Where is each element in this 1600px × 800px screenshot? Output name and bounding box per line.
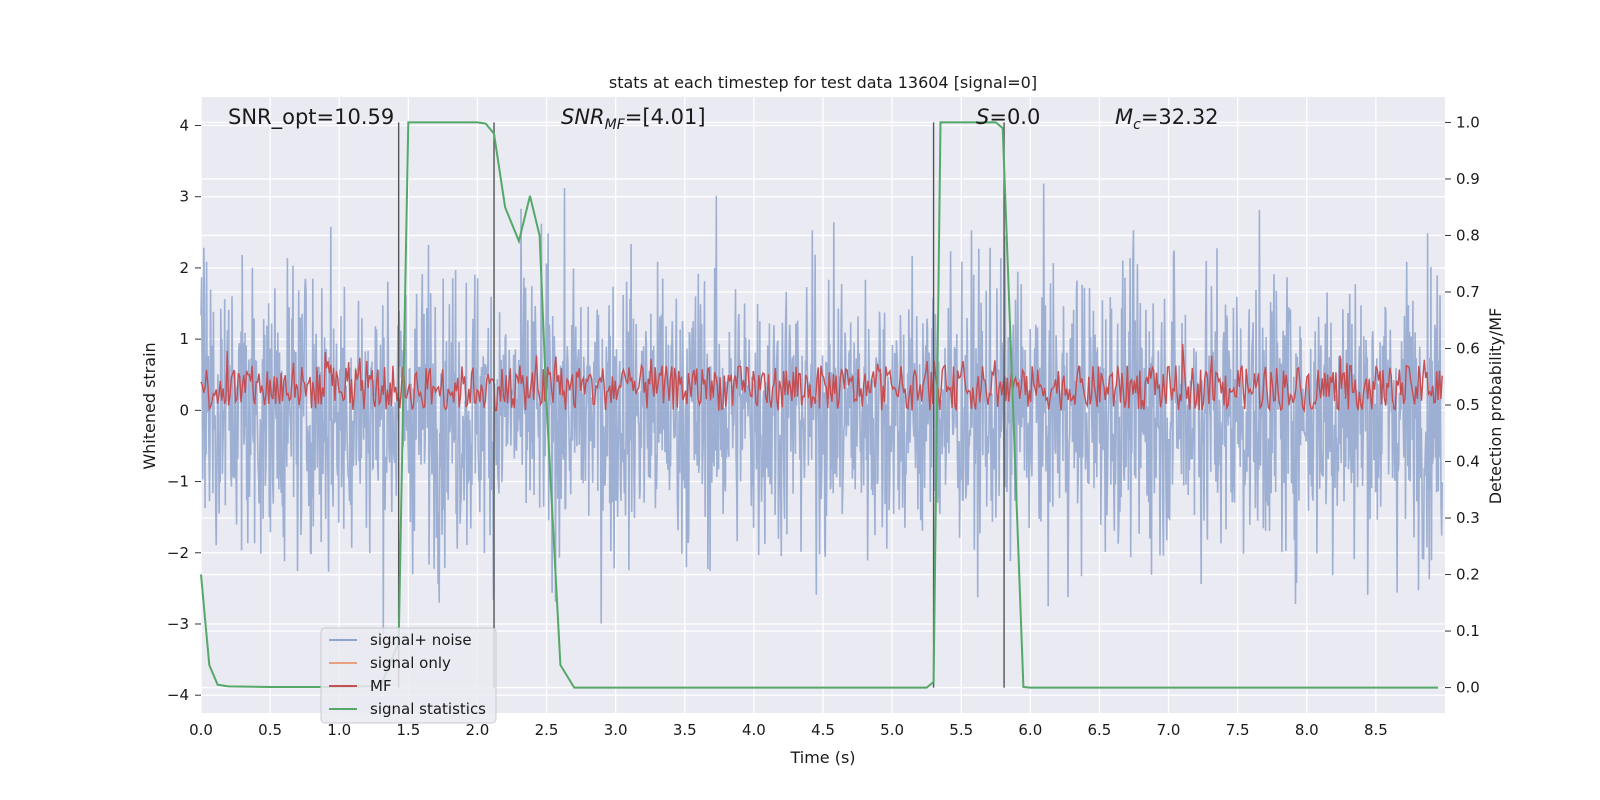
x-tick-label: 4.0 — [742, 721, 766, 739]
y2-tick-label: 0.3 — [1456, 509, 1480, 527]
annotation-mc: Mc=32.32 — [1115, 105, 1219, 133]
x-tick-label: 5.0 — [880, 721, 904, 739]
chart-title: stats at each timestep for test data 136… — [609, 73, 1037, 92]
y2-tick-label: 0.0 — [1456, 679, 1480, 697]
x-tick-label: 6.5 — [1088, 721, 1112, 739]
x-tick-label: 1.5 — [396, 721, 420, 739]
x-tick-label: 1.0 — [327, 721, 351, 739]
signal-noise-series — [200, 183, 1443, 634]
y-tick-label: −2 — [167, 544, 189, 562]
legend-label-mf: MF — [370, 677, 392, 695]
y-tick-label: 1 — [179, 330, 189, 348]
y2-tick-label: 0.7 — [1456, 283, 1480, 301]
x-tick-label: 3.5 — [673, 721, 697, 739]
y2-tick-label: 0.5 — [1456, 396, 1480, 414]
legend-label-noise: signal+ noise — [370, 631, 472, 649]
y2-tick-label: 0.1 — [1456, 622, 1480, 640]
x-tick-label: 8.5 — [1364, 721, 1388, 739]
y2-tick-label: 0.6 — [1456, 339, 1480, 357]
x-tick-label: 8.0 — [1295, 721, 1319, 739]
y-tick-label: 0 — [179, 401, 189, 419]
x-tick-label: 2.0 — [466, 721, 490, 739]
x-tick-label: 3.0 — [604, 721, 628, 739]
x-tick-label: 6.0 — [1018, 721, 1042, 739]
y2-axis-label: Detection probability/MF — [1486, 308, 1505, 505]
legend-box — [320, 627, 497, 724]
annotation-snr-opt: SNR_opt=10.59 — [228, 105, 394, 130]
y-tick-label: 2 — [179, 259, 189, 277]
y-tick-label: −4 — [167, 686, 189, 704]
x-tick-label: 0.5 — [258, 721, 282, 739]
y-tick-label: −3 — [167, 615, 189, 633]
y-tick-labels: 4 3 2 1 0 −1 −2 −3 −4 — [167, 116, 201, 704]
y2-tick-label: 0.9 — [1456, 170, 1480, 188]
y-axis-label: Whitened strain — [140, 342, 159, 469]
y-tick-label: 3 — [179, 188, 189, 206]
mf-line — [200, 343, 1443, 414]
legend-label-stat: signal statistics — [370, 700, 486, 718]
x-tick-label: 5.5 — [949, 721, 973, 739]
annotation-s: S=0.0 — [976, 105, 1040, 129]
x-axis-label: Time (s) — [789, 748, 855, 767]
legend-label-signal-only: signal only — [370, 654, 451, 672]
y2-tick-label: 1.0 — [1456, 113, 1480, 131]
x-tick-label: 7.0 — [1157, 721, 1181, 739]
y2-tick-label: 0.2 — [1456, 566, 1480, 584]
x-tick-label: 0.0 — [189, 721, 213, 739]
y-tick-label: 4 — [179, 116, 189, 134]
x-tick-label: 7.5 — [1226, 721, 1250, 739]
legend: signal+ noise signal only MF signal stat… — [320, 627, 497, 724]
signal-noise-line — [200, 183, 1443, 634]
vertical-markers — [397, 122, 1005, 688]
y2-tick-labels: 1.0 0.9 0.8 0.7 0.6 0.5 0.4 0.3 0.2 0.1 0.0 — [1445, 113, 1480, 697]
y-tick-label: −1 — [167, 473, 189, 491]
x-tick-labels: 0.0 0.5 1.0 1.5 2.0 2.5 3.0 3.5 4.0 4.5 5.0 5.5 6.0 6… — [189, 721, 1388, 739]
y2-tick-label: 0.8 — [1456, 226, 1480, 244]
x-tick-label: 2.5 — [535, 721, 559, 739]
x-tick-label: 4.5 — [811, 721, 835, 739]
mf-series — [200, 343, 1443, 414]
y2-tick-label: 0.4 — [1456, 453, 1480, 471]
annotation-snr-mf: SNRMF=[4.01] — [561, 105, 706, 133]
